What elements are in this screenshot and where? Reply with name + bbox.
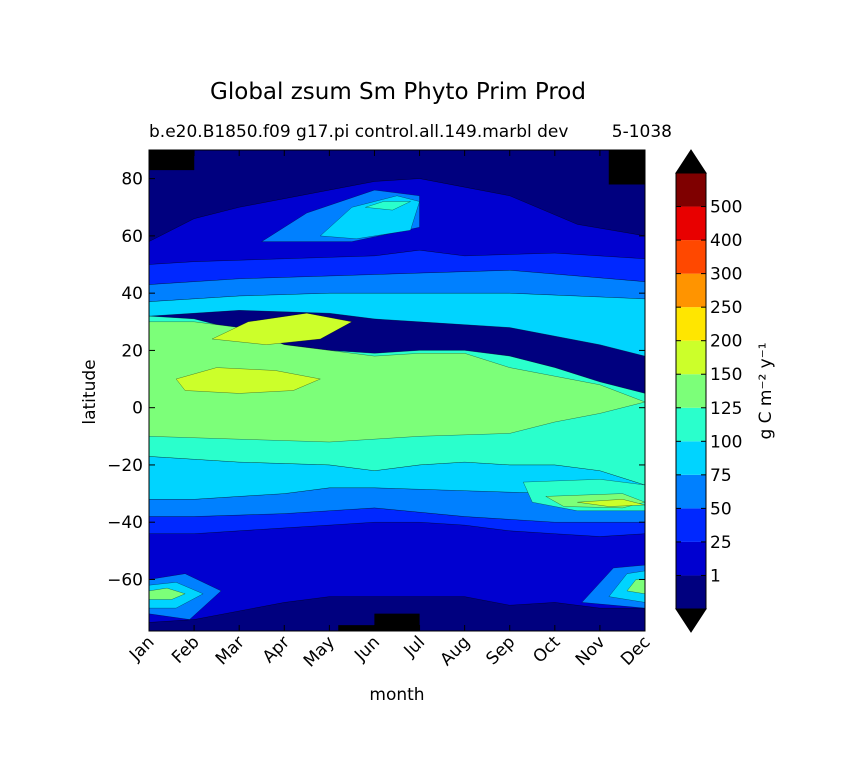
chart-title: Global zsum Sm Phyto Prim Prod [210,79,586,105]
colorbar-tick-label: 75 [710,466,732,486]
colorbar-extend-min [675,608,707,633]
colorbar-tick-label: 25 [710,533,732,553]
colorbar-tick-label: 150 [710,365,742,385]
x-tick-label: Nov [572,632,610,670]
colorbar-tick-label: 250 [710,298,742,318]
colorbar-swatch [676,575,706,609]
contour-region-24 [608,570,645,603]
x-tick-label: Aug [437,632,475,670]
colorbar-tick-label: 300 [710,265,742,285]
x-tick-label: May [300,632,339,671]
x-axis-label: month [369,685,424,705]
contour-region-16 [577,499,645,507]
y-tick-label: 80 [121,170,143,190]
colorbar-swatch [676,307,706,341]
x-tick-label: Jan [125,632,158,665]
y-axis-label: latitude [80,359,100,424]
y-tick-label: 40 [121,284,143,304]
x-tick-label: Apr [259,632,294,667]
contour-region-25 [626,579,645,595]
y-tick-label: 0 [132,399,143,419]
x-tick-label: Mar [212,632,249,669]
contour-region-9 [149,292,645,357]
colorbar-swatch [676,206,706,241]
colorbar-tick-label: 125 [710,399,742,419]
colorbar-swatch [676,508,706,542]
contour-region-19 [365,201,411,211]
y-tick-label: −20 [107,456,143,476]
colorbar-tick-label: 1 [710,566,721,586]
colorbar-swatch [676,273,706,308]
plot-area [149,150,645,631]
colorbar-swatch [676,374,706,408]
x-tick-label: Dec [617,632,654,669]
y-tick-label: −60 [107,570,143,590]
colorbar-extend-max [675,149,707,174]
chart-subtitle-date: 5-1038 [612,122,672,142]
colorbar-tick-label: 200 [710,332,742,352]
colorbar-frame [675,172,707,610]
y-tick-label: 60 [121,227,143,247]
colorbar-label: g C m⁻² y⁻¹ [756,342,776,439]
x-tick-label: Jul [400,632,429,661]
plot-frame [148,149,646,632]
contour-region-13 [211,312,353,345]
contour-fills [149,150,645,631]
colorbar-swatch [676,340,706,375]
x-tick-label: Jun [350,632,384,666]
x-tick-label: Sep [482,632,519,669]
colorbar-tick-label: 500 [710,198,742,218]
contour-region-12 [175,367,321,394]
colorbar-tick-label: 400 [710,231,742,251]
y-tick-label: −40 [107,513,143,533]
colorbar-swatch [676,240,706,274]
contour-region-27 [608,150,645,185]
y-tick-label: 20 [121,341,143,361]
colorbar-swatch [676,541,706,576]
colorbar-swatch [676,173,706,207]
chart-subtitle: b.e20.B1850.f09 g17.pi control.all.149.m… [149,122,568,142]
colorbar-swatch [676,474,706,509]
colorbar-swatch [676,407,706,442]
y-axis: −60 −40 −20 0 20 40 60 80 [107,170,645,590]
x-tick-label: Oct [529,632,564,667]
x-tick-label: Feb [168,632,203,667]
contour-region-26 [149,150,195,171]
colorbar-tick-label: 100 [710,432,742,452]
colorbar-tick-label: 50 [710,499,732,519]
contour-region-22 [149,587,186,600]
colorbar-swatch [676,441,706,475]
